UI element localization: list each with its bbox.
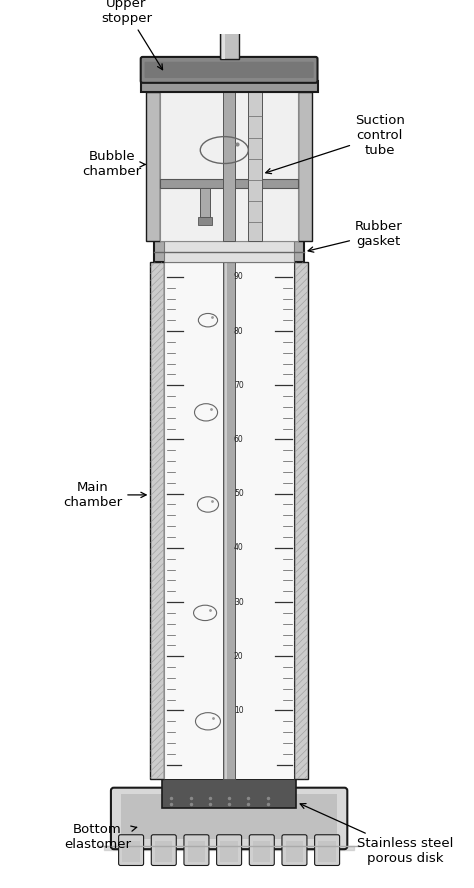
Bar bbox=[220, 841, 238, 861]
Bar bbox=[286, 841, 303, 861]
Text: 20: 20 bbox=[234, 652, 244, 661]
Text: 40: 40 bbox=[234, 543, 244, 552]
Text: 60: 60 bbox=[234, 435, 244, 444]
FancyBboxPatch shape bbox=[118, 835, 144, 866]
FancyBboxPatch shape bbox=[141, 57, 318, 83]
Text: 50: 50 bbox=[234, 489, 244, 498]
Bar bbox=[164, 242, 294, 263]
Text: 30: 30 bbox=[234, 598, 244, 607]
Text: 80: 80 bbox=[234, 327, 244, 336]
Bar bbox=[298, 92, 312, 242]
Bar bbox=[162, 779, 296, 808]
Bar bbox=[154, 242, 304, 263]
FancyBboxPatch shape bbox=[249, 835, 274, 866]
Bar bbox=[121, 795, 337, 838]
Bar bbox=[223, 92, 235, 242]
FancyBboxPatch shape bbox=[184, 835, 209, 866]
Text: 70: 70 bbox=[234, 381, 244, 390]
Bar bbox=[319, 841, 336, 861]
Bar bbox=[160, 92, 298, 242]
Bar bbox=[141, 81, 318, 92]
FancyBboxPatch shape bbox=[282, 835, 307, 866]
Text: Bubble
chamber: Bubble chamber bbox=[82, 150, 145, 178]
FancyBboxPatch shape bbox=[217, 835, 242, 866]
Text: 10: 10 bbox=[234, 706, 244, 715]
Text: Bottom
elastomer: Bottom elastomer bbox=[64, 822, 137, 851]
FancyBboxPatch shape bbox=[111, 788, 347, 849]
Bar bbox=[122, 841, 140, 861]
Bar bbox=[248, 92, 262, 242]
FancyBboxPatch shape bbox=[145, 62, 314, 78]
Bar bbox=[164, 263, 294, 779]
Bar bbox=[253, 841, 271, 861]
Bar bbox=[294, 263, 308, 779]
FancyBboxPatch shape bbox=[151, 835, 176, 866]
Text: Rubber
gasket: Rubber gasket bbox=[308, 219, 403, 252]
Bar bbox=[222, 0, 225, 59]
Bar bbox=[160, 178, 298, 188]
Text: Upper
stopper: Upper stopper bbox=[101, 0, 163, 69]
Bar bbox=[219, 0, 239, 59]
Bar bbox=[223, 263, 235, 779]
Text: 90: 90 bbox=[234, 273, 244, 281]
Bar bbox=[201, 188, 210, 218]
Bar bbox=[225, 263, 227, 779]
Bar bbox=[155, 841, 173, 861]
Bar bbox=[188, 841, 205, 861]
Text: Suction
control
tube: Suction control tube bbox=[266, 115, 405, 174]
Text: Main
chamber: Main chamber bbox=[63, 481, 146, 509]
FancyBboxPatch shape bbox=[315, 835, 339, 866]
Bar bbox=[198, 218, 212, 225]
Text: Stainless steel
porous disk: Stainless steel porous disk bbox=[300, 804, 453, 865]
Bar bbox=[150, 263, 164, 779]
Bar bbox=[146, 92, 160, 242]
